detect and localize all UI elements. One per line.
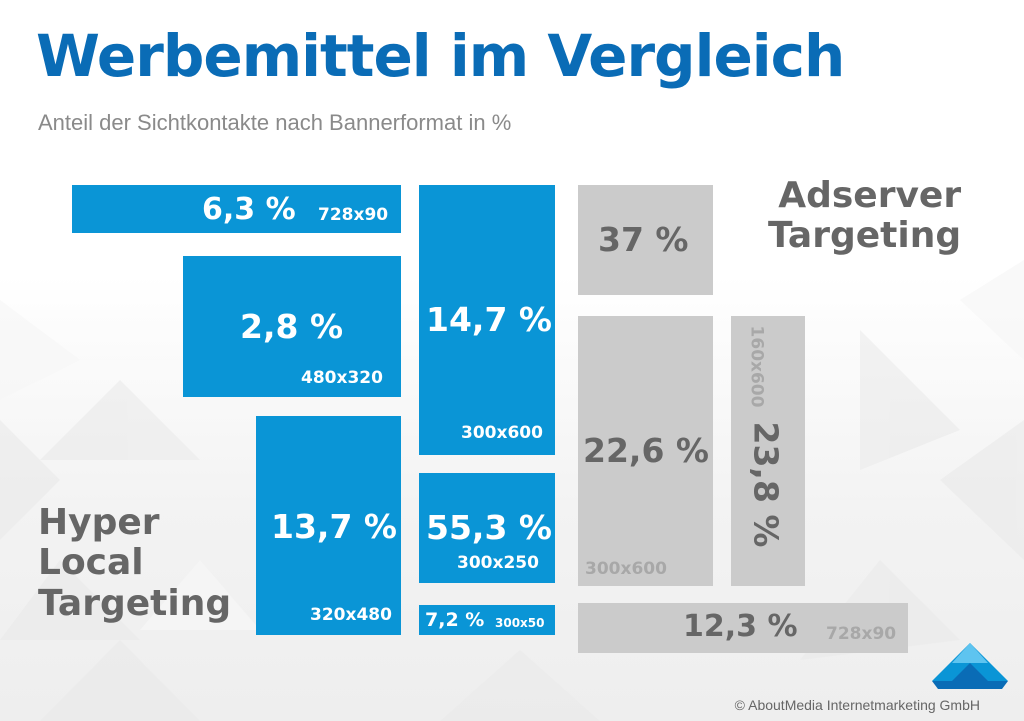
group-label-line: Targeting <box>768 215 962 257</box>
tile-hyper-300x600: 14,7 % 300x600 <box>419 185 555 455</box>
chart-subtitle: Anteil der Sichtkontakte nach Bannerform… <box>38 110 512 135</box>
group-label-line: Hyper <box>38 502 160 543</box>
format-label: 300x600 <box>461 423 543 443</box>
tile-hyper-320x480: 13,7 % 320x480 <box>256 416 401 635</box>
value-label: 6,3 % <box>202 192 296 227</box>
chart-title: Werbemittel im Vergleich <box>36 22 845 90</box>
format-label: 728x90 <box>318 205 389 225</box>
tile-adserver-728x90: 12,3 % 728x90 <box>578 603 908 653</box>
group-label-line: Adserver <box>778 175 962 216</box>
group-label-line: Targeting <box>38 582 232 624</box>
tile-hyper-480x320: 2,8 % 480x320 <box>183 256 401 397</box>
format-label: 300x50 <box>495 616 545 630</box>
value-label: 2,8 % <box>240 307 344 346</box>
format-label: 480x320 <box>301 368 383 388</box>
tile-adserver-300x600: 22,6 % 300x600 <box>578 316 713 586</box>
format-label: 300x600 <box>585 559 667 579</box>
value-label: 7,2 % <box>425 609 485 631</box>
value-label: 13,7 % <box>271 507 397 546</box>
value-label: 37 % <box>598 220 689 259</box>
tile-hyper-728x90: 6,3 % 728x90 <box>72 185 401 233</box>
value-label: 23,8 % <box>746 421 786 548</box>
group-label-hyper-local: Hyper Local Targeting <box>38 502 232 624</box>
company-logo-icon <box>932 643 1008 689</box>
value-label: 22,6 % <box>583 431 709 470</box>
tile-adserver-37: 37 % <box>578 185 713 295</box>
value-label: 12,3 % <box>683 609 798 644</box>
value-label: 55,3 % <box>426 508 552 547</box>
value-label: 14,7 % <box>426 300 552 339</box>
format-label: 320x480 <box>310 605 392 625</box>
tile-hyper-300x250: 55,3 % 300x250 <box>419 473 555 583</box>
tile-hyper-300x50: 7,2 % 300x50 <box>419 605 555 635</box>
format-label: 728x90 <box>826 624 897 644</box>
group-label-line: Local <box>38 542 144 584</box>
format-label: 160x600 <box>746 325 767 408</box>
format-label: 300x250 <box>457 553 539 573</box>
group-label-adserver: Adserver Targeting <box>768 175 962 257</box>
copyright-footer: © AboutMedia Internetmarketing GmbH <box>734 697 980 713</box>
tile-adserver-160x600: 160x600 23,8 % <box>731 316 805 586</box>
